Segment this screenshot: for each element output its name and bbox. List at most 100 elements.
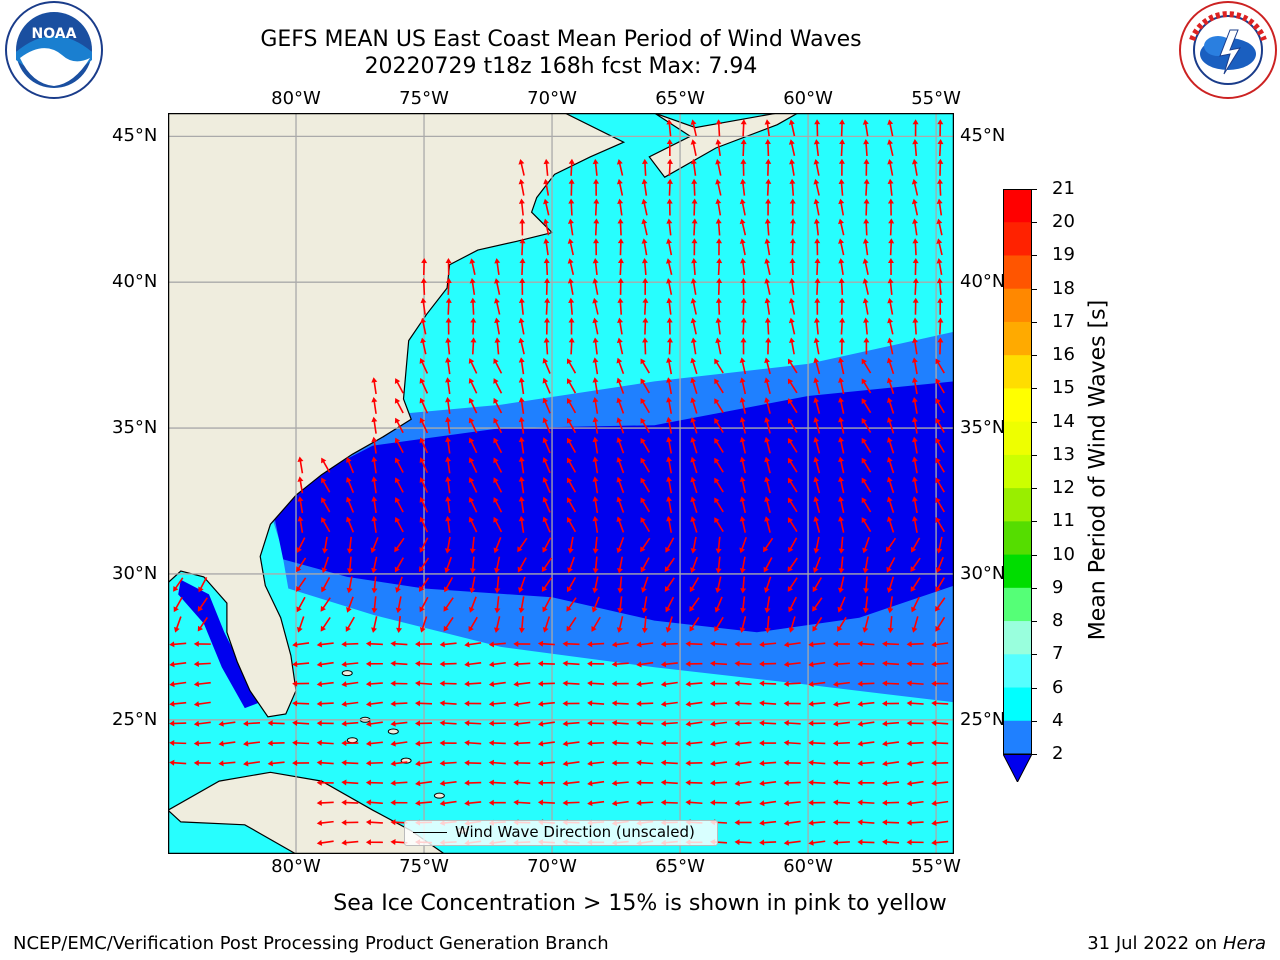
wave-arrow-icon: [788, 537, 798, 553]
wave-arrow-icon: [888, 238, 895, 256]
wave-arrow-icon: [912, 317, 919, 335]
wave-arrow-icon: [813, 357, 821, 375]
wave-arrow-icon: [714, 418, 724, 433]
wave-arrow-icon: [640, 417, 650, 433]
lon-tick-bottom: 55°W: [911, 856, 961, 877]
wave-arrow-icon: [641, 576, 649, 593]
wave-arrow-icon: [591, 616, 601, 632]
wave-arrow-icon: [566, 417, 577, 434]
colorbar-tick: 12: [1052, 477, 1075, 499]
wave-arrow-icon: [710, 700, 728, 707]
wave-arrow-icon: [714, 398, 724, 414]
noaa-logo-text: NOAA: [32, 26, 77, 42]
wave-arrow-icon: [710, 640, 728, 647]
wave-arrow-icon: [740, 337, 747, 355]
wave-arrow-icon: [787, 457, 798, 473]
wave-arrow-icon: [759, 780, 777, 787]
wave-arrow-icon: [813, 516, 821, 533]
wave-arrow-icon: [664, 577, 675, 592]
wave-arrow-icon: [193, 640, 211, 647]
wave-arrow-icon: [660, 661, 678, 668]
wave-arrow-icon: [193, 681, 211, 688]
wave-arrow-icon: [937, 139, 944, 157]
wave-arrow-icon: [832, 779, 850, 786]
wave-arrow-icon: [611, 700, 629, 707]
wave-arrow-icon: [691, 218, 698, 236]
wave-arrow-icon: [863, 218, 870, 236]
wave-arrow-icon: [562, 660, 580, 667]
wave-arrow-icon: [664, 557, 675, 573]
wave-arrow-icon: [911, 456, 918, 474]
wave-arrow-icon: [838, 178, 845, 196]
wave-arrow-icon: [787, 557, 798, 573]
wave-arrow-icon: [642, 337, 649, 355]
gulf-fringe: [178, 579, 261, 709]
colorbar-tick-mark: [1031, 321, 1037, 323]
wave-arrow-icon: [592, 436, 599, 454]
wave-arrow-icon: [568, 317, 575, 335]
wave-arrow-icon: [862, 278, 869, 295]
wave-arrow-icon: [420, 297, 427, 315]
wave-arrow-icon: [193, 759, 211, 766]
wave-arrow-icon: [690, 437, 698, 454]
wave-arrow-icon: [764, 416, 771, 434]
wave-arrow-icon: [488, 661, 506, 668]
colorbar-tick-mark: [1031, 288, 1037, 290]
wave-arrow-icon: [519, 277, 526, 295]
wave-arrow-icon: [419, 537, 429, 553]
wave-arrow-icon: [468, 377, 478, 394]
wave-arrow-icon: [371, 436, 378, 454]
wave-arrow-icon: [783, 700, 801, 707]
wave-arrow-icon: [365, 640, 383, 647]
wave-arrow-icon: [808, 681, 826, 688]
wave-arrow-icon: [292, 680, 310, 687]
wave-arrow-icon: [937, 337, 944, 355]
wave-arrow-icon: [493, 437, 503, 454]
colorbar-segment: [1003, 720, 1032, 755]
wave-arrow-icon: [468, 477, 478, 493]
wave-arrow-icon: [518, 297, 525, 315]
lat-tick-right: 40°N: [960, 271, 1006, 293]
wave-arrow-icon: [716, 238, 723, 256]
wave-arrow-icon: [592, 337, 599, 355]
wave-arrow-icon: [494, 278, 501, 295]
wave-arrow-icon: [415, 660, 433, 667]
wave-arrow-icon: [346, 457, 355, 474]
colorbar-segment: [1003, 355, 1032, 390]
wave-arrow-icon: [862, 536, 870, 554]
wave-arrow-icon: [690, 417, 698, 434]
wave-arrow-icon: [690, 536, 697, 554]
wave-arrow-icon: [911, 596, 920, 613]
colorbar-segment: [1003, 388, 1032, 423]
wave-arrow-icon: [666, 357, 673, 375]
wave-arrow-icon: [906, 819, 924, 826]
wave-arrow-icon: [198, 576, 208, 593]
wave-arrow-icon: [759, 680, 777, 687]
wave-arrow-icon: [887, 297, 894, 315]
wave-arrow-icon: [445, 515, 452, 533]
wave-arrow-icon: [739, 416, 747, 434]
wave-arrow-icon: [640, 378, 650, 394]
wave-arrow-icon: [464, 680, 482, 687]
wave-arrow-icon: [218, 720, 236, 727]
lon-tick-top: 60°W: [783, 88, 833, 109]
wave-arrow-icon: [488, 759, 506, 766]
wave-arrow-icon: [616, 537, 625, 554]
wave-arrow-icon: [493, 397, 503, 414]
lat-tick-left: 45°N: [112, 125, 158, 147]
wave-arrow-icon: [518, 396, 525, 414]
wave-arrow-icon: [906, 800, 924, 807]
wave-arrow-icon: [666, 496, 673, 514]
wave-arrow-icon: [636, 779, 654, 786]
wave-arrow-icon: [838, 158, 845, 176]
wave-arrow-icon: [931, 760, 949, 767]
wave-arrow-icon: [394, 397, 404, 414]
wave-arrow-icon: [838, 536, 845, 554]
wave-arrow-icon: [420, 277, 427, 295]
colorbar-outline: [1003, 189, 1032, 755]
colorbar-tick: 4: [1052, 709, 1064, 731]
wave-arrow-icon: [911, 616, 919, 633]
wave-arrow-icon: [415, 641, 433, 648]
wave-arrow-icon: [764, 278, 771, 295]
colorbar-tick: 19: [1052, 244, 1075, 266]
